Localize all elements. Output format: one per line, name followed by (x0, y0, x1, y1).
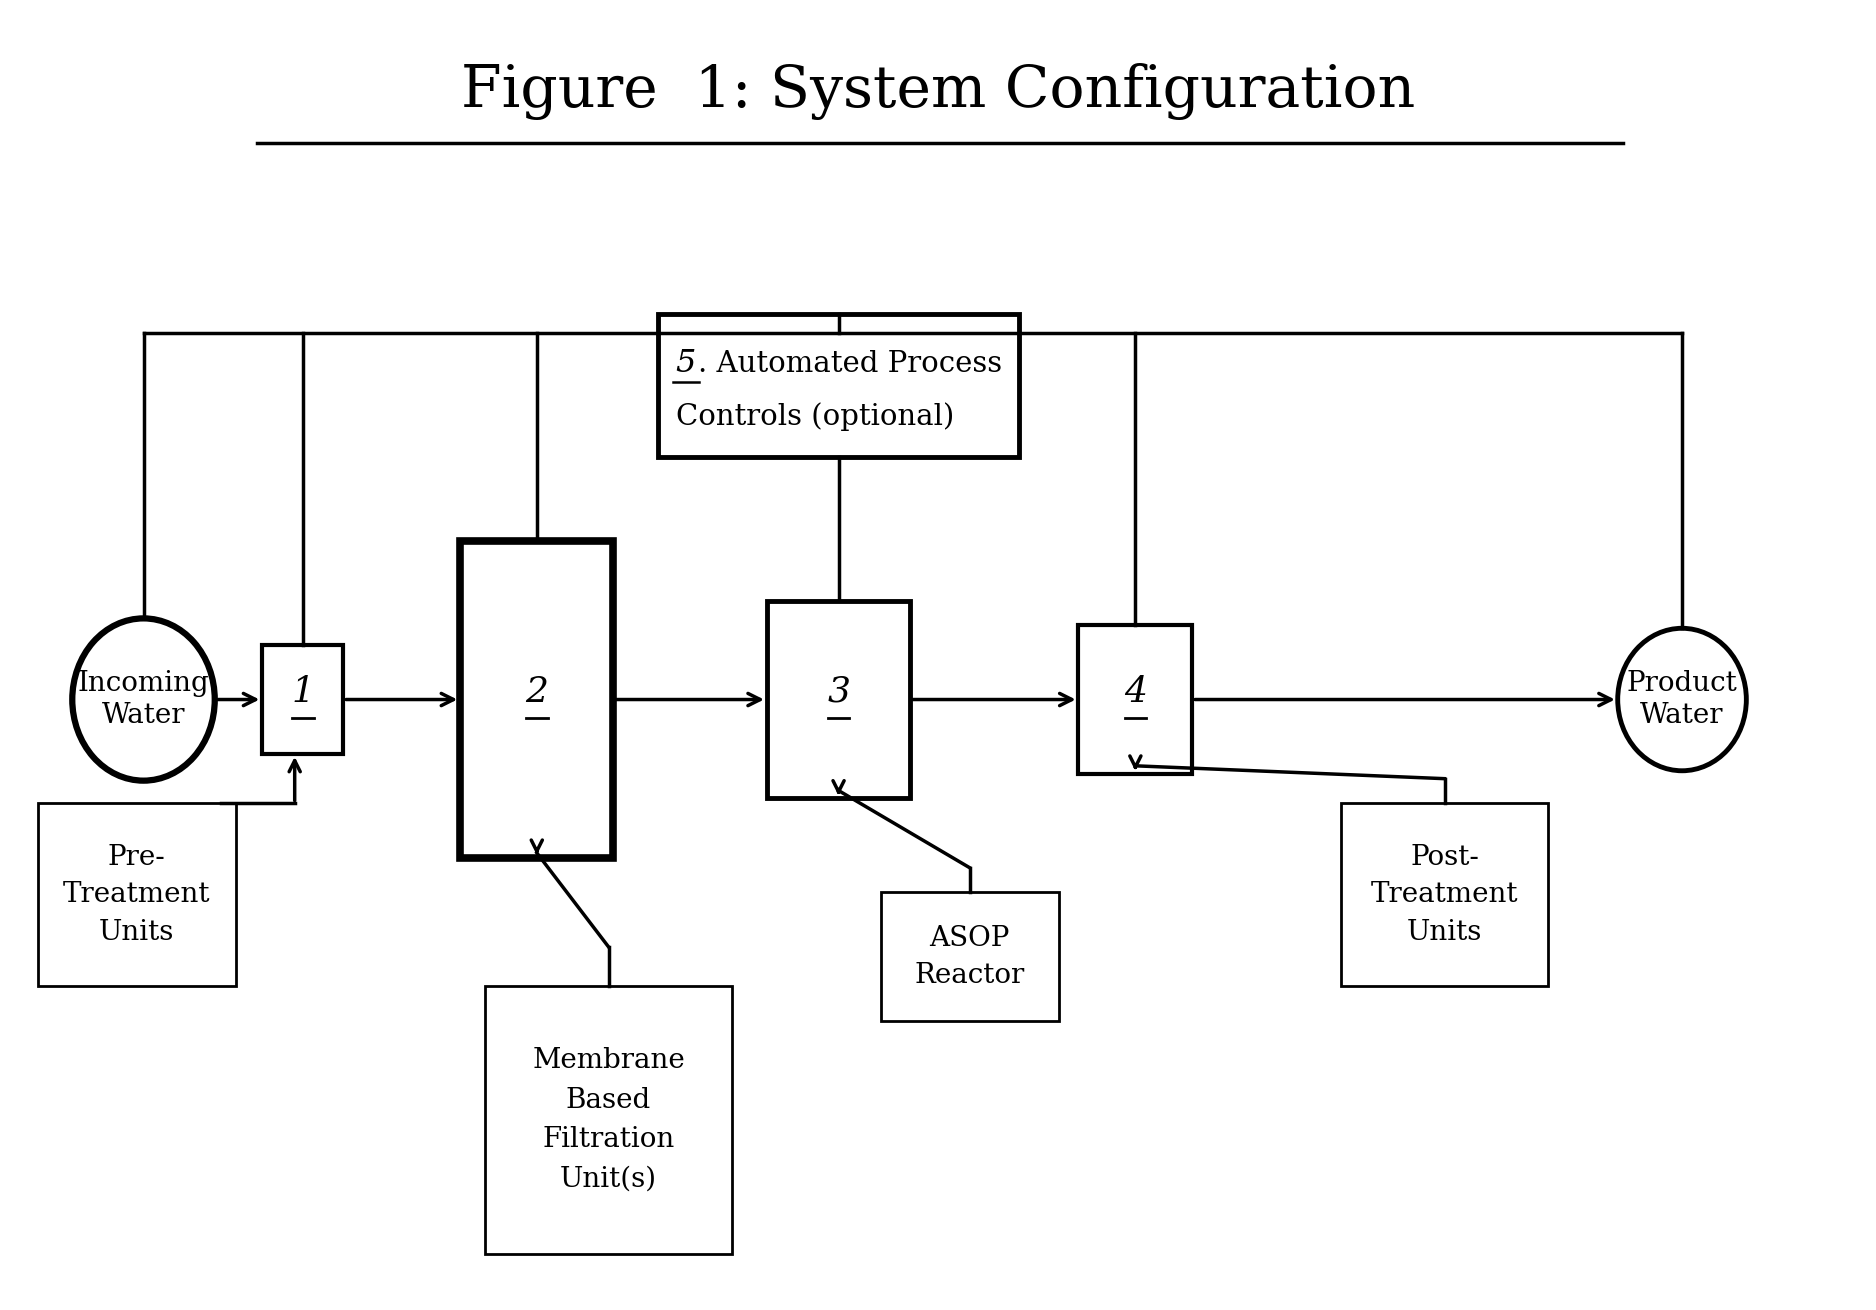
Text: ASOP
Reactor: ASOP Reactor (914, 925, 1024, 989)
Text: Incoming
Water: Incoming Water (77, 671, 210, 728)
Bar (484, 986, 732, 1254)
Text: 3: 3 (827, 675, 850, 709)
Bar (38, 803, 236, 986)
Text: . Automated Process: . Automated Process (698, 350, 1002, 377)
Text: Pre-
Treatment
Units: Pre- Treatment Units (62, 844, 210, 946)
Bar (1341, 803, 1548, 986)
Text: 2: 2 (525, 675, 548, 709)
Text: Controls (optional): Controls (optional) (675, 402, 955, 431)
Bar (658, 313, 1019, 457)
Bar (767, 600, 910, 799)
Bar (1079, 625, 1193, 774)
Text: Membrane
Based
Filtration
Unit(s): Membrane Based Filtration Unit(s) (533, 1047, 685, 1193)
Bar (880, 892, 1058, 1020)
Bar (263, 645, 343, 755)
Text: 1: 1 (291, 675, 315, 709)
Text: Product
Water: Product Water (1626, 671, 1737, 728)
Text: Post-
Treatment
Units: Post- Treatment Units (1371, 844, 1518, 946)
Text: Figure  1: System Configuration: Figure 1: System Configuration (461, 63, 1415, 119)
Bar (460, 541, 613, 858)
Text: 4: 4 (1124, 675, 1146, 709)
Text: 5: 5 (675, 348, 696, 380)
